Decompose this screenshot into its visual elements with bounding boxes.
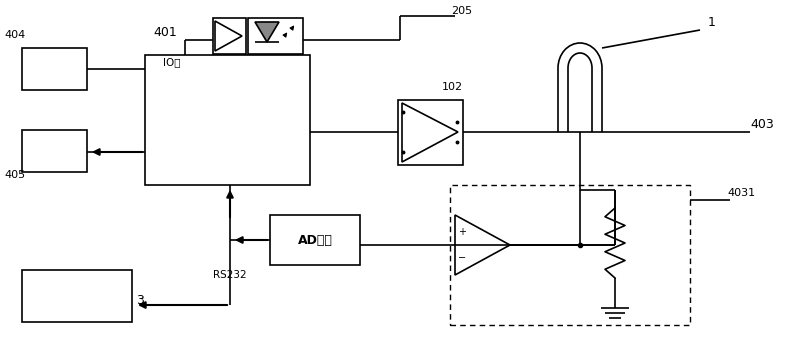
Text: 3: 3 [136,294,144,306]
Bar [213,18,246,54]
Text: 405: 405 [5,170,26,180]
Text: 404: 404 [4,30,26,40]
Bar [450,185,690,325]
Text: 401: 401 [153,26,177,39]
Text: AD转换: AD转换 [298,233,333,247]
Text: 403: 403 [750,118,774,131]
Bar [248,18,303,54]
Text: IO口: IO口 [163,57,181,67]
Bar [398,100,463,165]
Text: RS232: RS232 [213,270,247,280]
Bar [22,130,87,172]
Text: 205: 205 [451,6,473,16]
Bar [22,270,132,322]
Text: 4031: 4031 [728,188,756,198]
Text: 102: 102 [442,82,462,92]
Bar [22,48,87,90]
Bar [145,55,310,185]
Text: 1: 1 [708,16,716,29]
Polygon shape [255,22,279,42]
Bar [270,215,360,265]
Text: −: − [458,253,466,263]
Text: +: + [458,227,466,237]
